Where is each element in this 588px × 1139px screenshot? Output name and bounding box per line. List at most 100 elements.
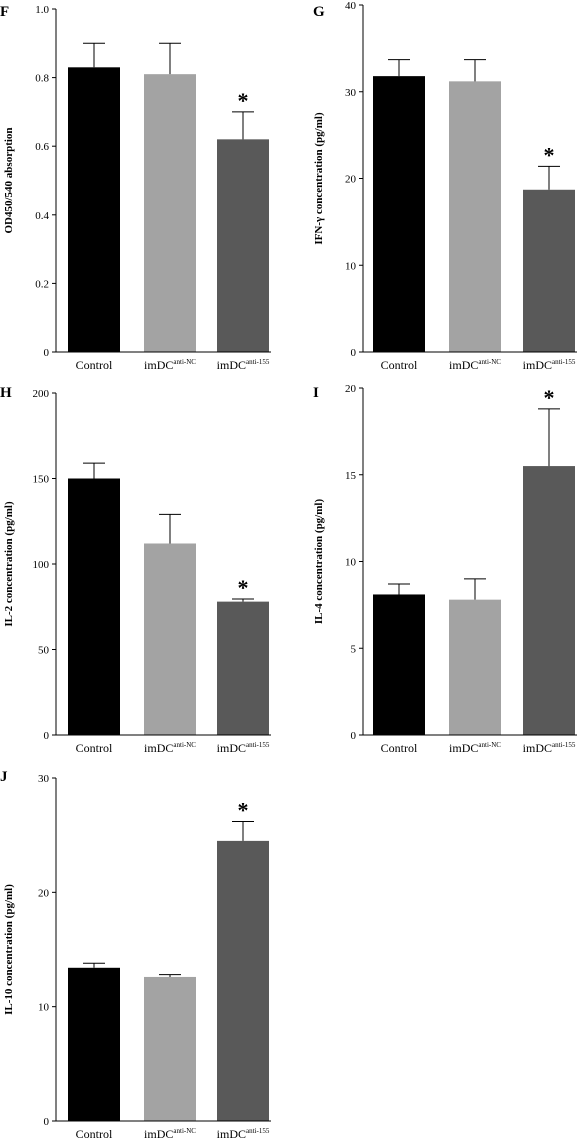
significance-marker: * — [238, 797, 249, 822]
x-tick-label-text: imDC — [523, 741, 552, 755]
y-tick-label: 50 — [38, 645, 50, 657]
bar-1 — [68, 478, 120, 735]
x-tick-label: imDCanti-155 — [217, 358, 270, 372]
y-tick-label: 0 — [351, 730, 357, 742]
bar-2 — [144, 976, 196, 1121]
panel-letter: J — [0, 769, 8, 785]
significance-marker: * — [238, 575, 249, 600]
y-axis-label: IFN-γ concentration (pg/ml) — [313, 112, 325, 245]
bar-2 — [449, 81, 501, 352]
x-tick-label: Control — [76, 741, 113, 755]
x-tick-label-text: imDC — [449, 741, 478, 755]
y-tick-label: 15 — [345, 470, 357, 482]
bar-3 — [217, 139, 269, 352]
y-axis-label: IL-10 concentration (pg/ml) — [3, 884, 15, 1015]
x-tick-label-text: imDC — [217, 741, 246, 755]
y-axis-label: IL-4 concentration (pg/ml) — [313, 499, 325, 625]
x-tick-label-text: Control — [381, 741, 418, 755]
x-tick-label-text: imDC — [217, 358, 246, 372]
x-tick-label: imDCanti-155 — [523, 741, 576, 755]
x-tick-label-superscript: anti-155 — [246, 1127, 270, 1135]
x-tick-label: imDCanti-NC — [144, 1127, 196, 1139]
y-tick-label: 200 — [33, 388, 50, 400]
x-tick-label: imDCanti-NC — [449, 358, 501, 372]
y-tick-label: 40 — [345, 0, 357, 12]
x-tick-label: imDCanti-NC — [144, 358, 196, 372]
bar-3 — [523, 466, 575, 735]
x-tick-label-text: imDC — [144, 1127, 173, 1139]
x-tick-label-superscript: anti-NC — [478, 358, 501, 366]
y-tick-label: 0 — [44, 1116, 50, 1128]
x-tick-label-superscript: anti-NC — [478, 741, 501, 749]
y-tick-label: 10 — [345, 557, 357, 569]
y-tick-label: 0.2 — [35, 278, 49, 290]
x-tick-label-superscript: anti-155 — [552, 358, 576, 366]
y-tick-label: 0 — [351, 347, 357, 359]
x-tick-label-superscript: anti-NC — [173, 1127, 196, 1135]
bar-1 — [373, 594, 425, 735]
bar-3 — [217, 840, 269, 1121]
x-tick-label-superscript: anti-NC — [173, 741, 196, 749]
bar-2 — [144, 543, 196, 735]
bar-3 — [523, 189, 575, 352]
bar-1 — [68, 67, 120, 352]
x-tick-label-text: Control — [76, 358, 113, 372]
y-tick-label: 10 — [345, 260, 357, 272]
significance-marker: * — [544, 385, 555, 410]
bar-2 — [144, 74, 196, 353]
bar-3 — [217, 601, 269, 735]
x-tick-label: imDCanti-NC — [449, 741, 501, 755]
y-tick-label: 20 — [345, 174, 357, 186]
y-tick-label: 100 — [33, 559, 50, 571]
x-tick-label: imDCanti-NC — [144, 741, 196, 755]
x-tick-label-text: Control — [76, 741, 113, 755]
bar-1 — [373, 76, 425, 352]
panel-letter: H — [0, 385, 12, 401]
y-tick-label: 20 — [38, 887, 50, 899]
x-tick-label-text: imDC — [217, 1127, 246, 1139]
x-tick-label-text: imDC — [449, 358, 478, 372]
significance-marker: * — [544, 142, 555, 167]
panel-letter: F — [0, 4, 9, 20]
x-tick-label-text: Control — [76, 1127, 113, 1139]
y-tick-label: 150 — [33, 474, 50, 486]
y-tick-label: 10 — [38, 1002, 50, 1014]
x-tick-label-text: imDC — [523, 358, 552, 372]
x-tick-label-text: Control — [381, 358, 418, 372]
bar-2 — [449, 599, 501, 735]
x-tick-label-superscript: anti-NC — [173, 358, 196, 366]
y-tick-label: 0.6 — [35, 141, 49, 153]
y-tick-label: 5 — [351, 643, 357, 655]
bar-1 — [68, 967, 120, 1121]
x-tick-label: Control — [381, 741, 418, 755]
y-axis-label: OD450/540 absorption — [3, 127, 15, 233]
y-tick-label: 1.0 — [35, 4, 49, 16]
y-tick-label: 0 — [44, 347, 50, 359]
x-tick-label-text: imDC — [144, 358, 173, 372]
panel-letter: G — [313, 4, 325, 20]
panel-letter: I — [313, 385, 319, 401]
x-tick-label: Control — [76, 358, 113, 372]
x-tick-label-text: imDC — [144, 741, 173, 755]
x-tick-label-superscript: anti-155 — [552, 741, 576, 749]
y-tick-label: 20 — [345, 383, 357, 395]
y-tick-label: 0.4 — [35, 210, 49, 222]
y-axis-label: IL-2 concentration (pg/ml) — [3, 501, 15, 627]
x-tick-label: Control — [76, 1127, 113, 1139]
y-tick-label: 0.8 — [35, 73, 49, 85]
x-tick-label: imDCanti-155 — [217, 1127, 270, 1139]
x-tick-label: Control — [381, 358, 418, 372]
x-tick-label: imDCanti-155 — [217, 741, 270, 755]
y-tick-label: 30 — [38, 773, 50, 785]
x-tick-label: imDCanti-155 — [523, 358, 576, 372]
significance-marker: * — [238, 88, 249, 113]
x-tick-label-superscript: anti-155 — [246, 358, 270, 366]
x-tick-label-superscript: anti-155 — [246, 741, 270, 749]
y-tick-label: 30 — [345, 87, 357, 99]
